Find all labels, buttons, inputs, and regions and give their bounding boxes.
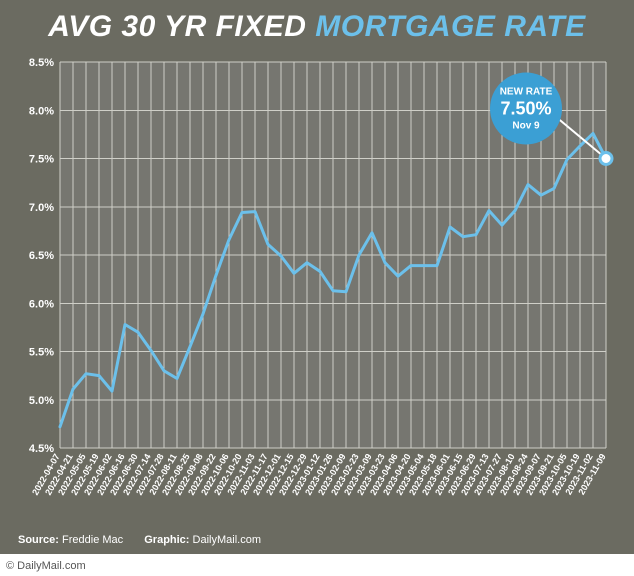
- y-axis-label: 6.0%: [29, 298, 54, 310]
- graphic-value: DailyMail.com: [193, 534, 261, 546]
- chart-frame: AVG 30 YR FIXED MORTGAGE RATE 4.5% 5.0% 5.…: [0, 0, 634, 576]
- credit-bar: [0, 554, 634, 576]
- graphic-label: Graphic:: [144, 534, 189, 546]
- callout-line1: NEW RATE: [500, 87, 553, 98]
- end-marker: [600, 153, 612, 165]
- y-axis-label: 8.0%: [29, 105, 54, 117]
- chart-title: AVG 30 YR FIXED MORTGAGE RATE: [0, 10, 634, 44]
- source-value: Freddie Mac: [62, 534, 123, 546]
- y-axis-label: 6.5%: [29, 250, 54, 262]
- callout-line2: 7.50%: [500, 99, 551, 119]
- plot-svg: 4.5%5.0%5.5%6.0%6.5%7.0%7.5%8.0%8.5%2022…: [18, 54, 616, 520]
- title-prefix: AVG 30 YR FIXED: [48, 10, 315, 43]
- credit-text: © DailyMail.com: [6, 560, 86, 572]
- title-accent: MORTGAGE RATE: [315, 10, 585, 43]
- y-axis-label: 5.5%: [29, 347, 54, 359]
- y-axis-label: 4.5%: [29, 443, 54, 455]
- y-axis-label: 7.5%: [29, 154, 54, 166]
- plot-area: 4.5%5.0%5.5%6.0%6.5%7.0%7.5%8.0%8.5%2022…: [18, 54, 616, 520]
- chart-footer: Source: Freddie Mac Graphic: DailyMail.c…: [18, 534, 279, 546]
- y-axis-label: 7.0%: [29, 202, 54, 214]
- source-label: Source:: [18, 534, 59, 546]
- callout-line3: Nov 9: [512, 121, 540, 132]
- y-axis-label: 5.0%: [29, 395, 54, 407]
- y-axis-label: 8.5%: [29, 57, 54, 69]
